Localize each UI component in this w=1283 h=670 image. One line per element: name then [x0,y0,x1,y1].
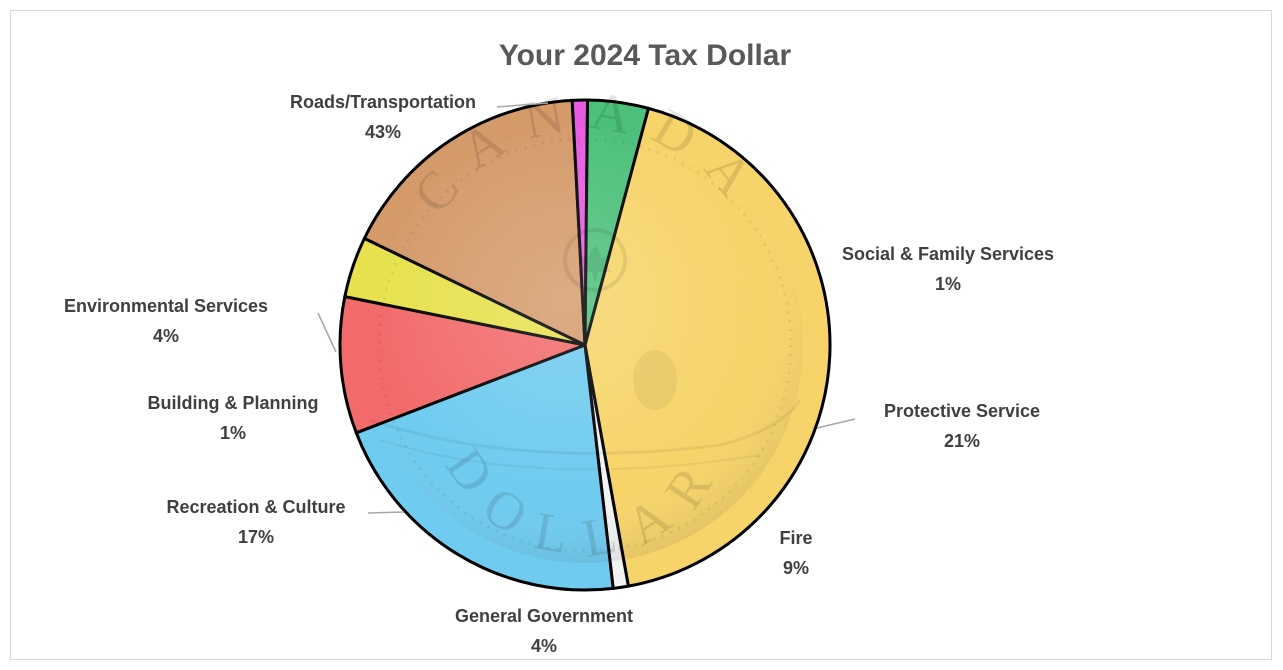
leader-line-protective-service [816,418,856,429]
leader-lines [317,102,856,514]
slice-label-recreation-and-culture: Recreation & Culture 17% [166,497,345,547]
leader-line-environmental-services [317,312,337,353]
slice-label-general-government: General Government 4% [455,606,633,656]
pie-slices [338,98,832,592]
slice-label-social-and-family-services: Social & Family Services 1% [842,244,1054,294]
leader-line-recreation-and-culture [367,511,405,514]
slice-label-environmental-services: Environmental Services 4% [64,296,268,346]
slice-labels: Roads/Transportation 43% Social & Family S… [64,92,1054,656]
slice-label-protective-service: Protective Service 21% [884,401,1040,451]
chart-title: Your 2024 Tax Dollar [499,39,792,72]
slice-label-roads-transportation: Roads/Transportation 43% [290,92,476,142]
slice-label-building-and-planning: Building & Planning 1% [148,393,319,443]
leader-line-roads-transportation [496,102,549,108]
slice-label-fire: Fire 9% [779,528,812,578]
